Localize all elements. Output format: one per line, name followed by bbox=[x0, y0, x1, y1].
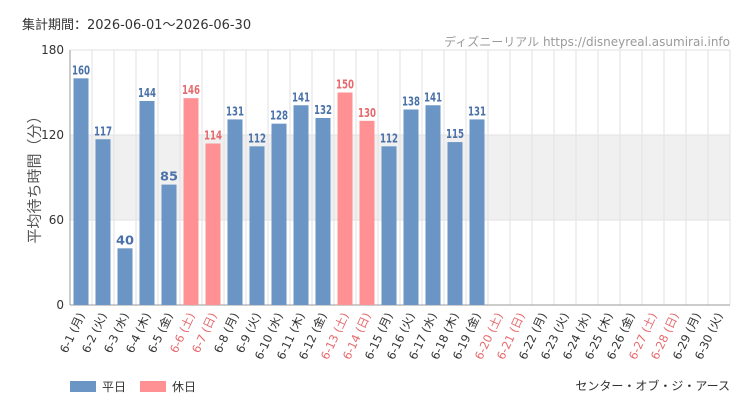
bar bbox=[469, 119, 485, 306]
bar-value-label: 85 bbox=[160, 170, 178, 184]
bar bbox=[403, 109, 419, 305]
bar-value-label: 114 bbox=[204, 129, 222, 143]
y-tick-label: 120 bbox=[41, 128, 64, 142]
bar-value-label: 112 bbox=[380, 131, 398, 145]
bar bbox=[381, 146, 397, 305]
legend-label-holiday: 休日 bbox=[172, 380, 197, 394]
bar bbox=[271, 123, 287, 306]
bar-value-label: 131 bbox=[226, 104, 244, 118]
bar-value-label: 160 bbox=[72, 63, 90, 77]
legend: 平日 休日 bbox=[70, 378, 196, 395]
bar-value-label: 40 bbox=[116, 233, 134, 247]
bar bbox=[227, 119, 243, 306]
bar bbox=[139, 101, 155, 305]
bar bbox=[161, 184, 177, 305]
bar bbox=[95, 139, 111, 305]
bar bbox=[73, 78, 89, 305]
bar bbox=[447, 142, 463, 305]
bar-value-label: 132 bbox=[314, 103, 332, 117]
legend-item-holiday: 休日 bbox=[140, 378, 196, 395]
legend-label-weekday: 平日 bbox=[102, 380, 127, 394]
bar-value-label: 146 bbox=[182, 83, 200, 97]
bar bbox=[425, 105, 441, 305]
bar-value-label: 117 bbox=[94, 124, 112, 138]
bar-value-label: 131 bbox=[468, 104, 486, 118]
bar bbox=[315, 118, 331, 305]
y-tick-label: 0 bbox=[56, 298, 64, 312]
bar-value-label: 150 bbox=[336, 78, 354, 92]
site-watermark: ディズニーリアル https://disneyreal.asumirai.inf… bbox=[444, 35, 730, 49]
bar bbox=[359, 120, 375, 305]
bar-value-label: 141 bbox=[424, 90, 442, 104]
bar bbox=[337, 92, 353, 305]
bar-value-label: 115 bbox=[446, 127, 464, 141]
bar bbox=[117, 248, 133, 305]
bar bbox=[249, 146, 265, 305]
attraction-name: センター・オブ・ジ・アース bbox=[575, 379, 730, 393]
bar bbox=[293, 105, 309, 305]
y-tick-label: 60 bbox=[49, 213, 64, 227]
legend-swatch-weekday bbox=[70, 381, 96, 392]
bar bbox=[183, 98, 199, 306]
bar-value-label: 128 bbox=[270, 109, 288, 123]
bar-value-label: 130 bbox=[358, 106, 376, 120]
bar-value-label: 138 bbox=[402, 95, 420, 109]
period-label: 集計期間：2026-06-01～2026-06-30 bbox=[22, 18, 252, 33]
y-tick-label: 180 bbox=[41, 43, 64, 57]
bar bbox=[205, 143, 221, 305]
bar-value-label: 144 bbox=[138, 86, 156, 100]
legend-item-weekday: 平日 bbox=[70, 378, 126, 395]
bar-value-label: 141 bbox=[292, 90, 310, 104]
bar-value-label: 112 bbox=[248, 131, 266, 145]
legend-swatch-holiday bbox=[140, 381, 167, 392]
